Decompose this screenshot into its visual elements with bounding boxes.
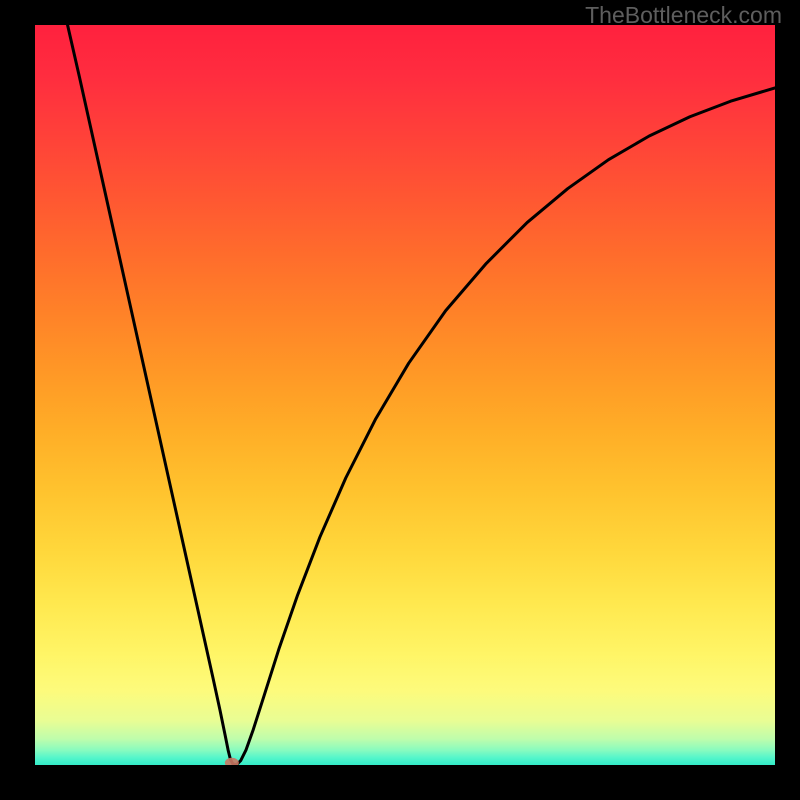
gradient-background xyxy=(35,25,775,765)
plot-area xyxy=(35,25,775,765)
plot-svg xyxy=(35,25,775,765)
watermark-text: TheBottleneck.com xyxy=(585,2,782,29)
chart-frame: TheBottleneck.com xyxy=(0,0,800,800)
